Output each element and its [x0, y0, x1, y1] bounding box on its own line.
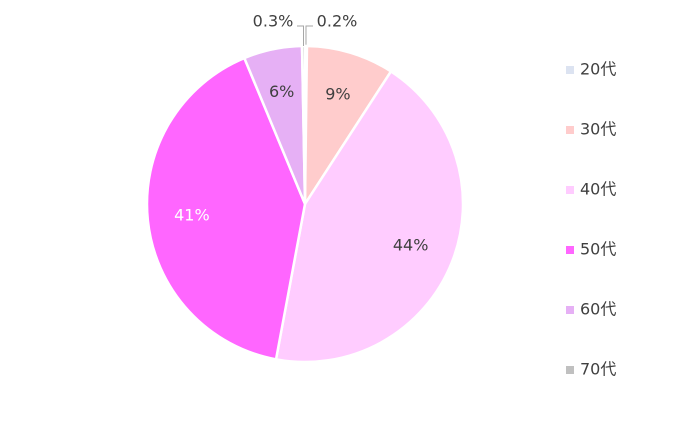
pie-slice	[303, 44, 393, 209]
pie-slice	[274, 69, 465, 364]
data-label: 0.3%	[253, 12, 294, 31]
legend-label: 70代	[580, 360, 616, 379]
pie-slice	[300, 44, 307, 205]
legend-swatch	[566, 186, 574, 194]
legend-label: 60代	[580, 300, 616, 319]
legend-label: 40代	[580, 180, 616, 199]
legend-label: 20代	[580, 60, 616, 79]
leader-line	[305, 25, 313, 47]
legend-swatch	[566, 246, 574, 254]
data-label: 44%	[393, 236, 429, 255]
data-label: 0.2%	[317, 12, 358, 31]
legend-swatch	[566, 366, 574, 374]
data-label: 41%	[174, 205, 210, 224]
data-label: 9%	[325, 85, 350, 104]
legend-label: 30代	[580, 120, 616, 139]
legend-swatch	[566, 306, 574, 314]
data-label: 6%	[269, 82, 294, 101]
pie-slice	[145, 56, 307, 361]
legend-swatch	[566, 66, 574, 74]
legend-swatch	[566, 126, 574, 134]
legend-label: 50代	[580, 240, 616, 259]
leader-line	[297, 25, 305, 47]
